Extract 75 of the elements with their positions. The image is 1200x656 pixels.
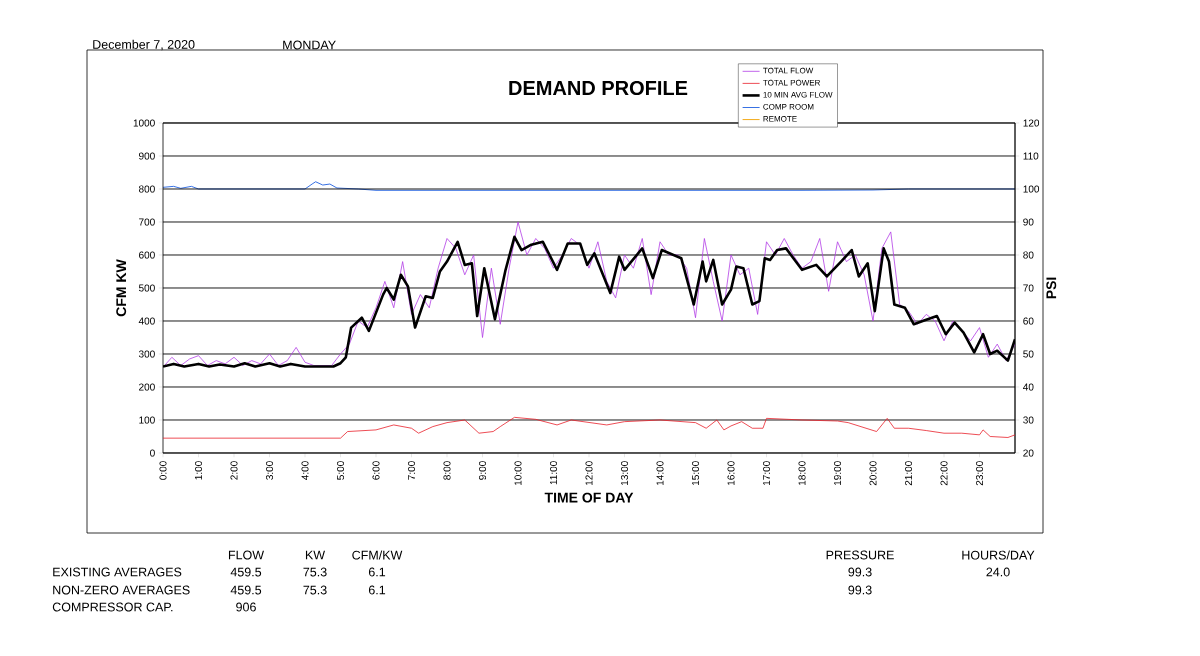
x-tick-label: 7:00 <box>407 461 416 480</box>
text: HOURS/DAY <box>962 550 1035 560</box>
y-tick-label: 600 <box>139 251 155 259</box>
y-tick-label: 400 <box>138 317 155 325</box>
text: 906 <box>236 602 256 612</box>
text: MONDAY <box>283 40 336 50</box>
x-tick-label: 1:00 <box>194 461 203 480</box>
y-axis-title: CFM KW <box>116 259 127 317</box>
x-tick-label: 19:00 <box>833 461 842 486</box>
text: 6.1 <box>368 585 386 595</box>
y2-tick-label: 50 <box>1023 350 1034 358</box>
x-tick-label: 11:00 <box>549 461 558 485</box>
x-tick-label: 16:00 <box>727 461 735 486</box>
chart-title: DEMAND PROFILE <box>509 80 688 96</box>
legend-label: REMOTE <box>763 116 797 122</box>
y2-tick-label: 90 <box>1023 218 1034 226</box>
x-tick-label: 22:00 <box>940 461 948 486</box>
x-tick-label: 5:00 <box>336 461 345 480</box>
x-tick-label: 9:00 <box>478 461 487 480</box>
y2-tick-label: 120 <box>1023 119 1040 127</box>
text: 75.3 <box>303 567 327 577</box>
y-tick-label: 200 <box>139 383 155 391</box>
text: 459.5 <box>230 567 262 577</box>
text: 24.0 <box>986 567 1010 577</box>
text: FLOW <box>228 550 265 560</box>
text: 99.3 <box>848 567 872 577</box>
text: 6.1 <box>368 567 386 577</box>
x-axis-title: TIME OF DAY <box>544 492 634 503</box>
y2-tick-label: 30 <box>1023 416 1034 424</box>
y-tick-label: 800 <box>138 185 155 193</box>
x-tick-label: 2:00 <box>230 461 238 480</box>
legend-label: TOTAL POWER <box>763 79 821 86</box>
y2-tick-label: 110 <box>1023 152 1039 160</box>
y-tick-label: 300 <box>138 350 155 358</box>
x-tick-label: 13:00 <box>620 461 629 486</box>
x-tick-label: 20:00 <box>869 461 877 486</box>
x-tick-label: 12:00 <box>585 461 593 486</box>
y2-tick-label: 80 <box>1023 251 1034 259</box>
x-tick-label: 0:00 <box>159 461 167 480</box>
y-tick-label: 1000 <box>133 119 155 127</box>
text: COMPRESSOR CAP. <box>52 602 173 612</box>
y2-tick-label: 100 <box>1023 185 1040 193</box>
text: 99.3 <box>848 585 872 595</box>
x-tick-label: 14:00 <box>656 461 664 486</box>
y-tick-label: 100 <box>139 416 155 424</box>
x-tick-label: 10:00 <box>514 461 522 486</box>
y-tick-label: 900 <box>139 152 155 160</box>
y2-tick-label: 40 <box>1023 383 1034 391</box>
y2-tick-label: 20 <box>1023 449 1034 457</box>
x-tick-label: 3:00 <box>265 461 274 480</box>
x-tick-label: 6:00 <box>372 461 380 480</box>
x-tick-label: 23:00 <box>975 461 984 486</box>
x-tick-label: 17:00 <box>762 461 771 486</box>
x-tick-label: 21:00 <box>904 461 913 486</box>
y-tick-label: 500 <box>138 284 155 292</box>
text: KW <box>305 550 326 560</box>
x-tick-label: 8:00 <box>443 461 451 480</box>
text: EXISTING AVERAGES <box>53 567 182 577</box>
x-tick-label: 15:00 <box>691 461 700 486</box>
x-tick-label: 18:00 <box>798 461 806 486</box>
y2-axis-title: PSI <box>1046 277 1057 299</box>
text: PRESSURE <box>826 550 894 560</box>
legend-label: 10 MIN AVG FLOW <box>763 91 833 98</box>
y-tick-label: 0 <box>150 449 155 457</box>
y2-tick-label: 70 <box>1023 284 1034 292</box>
x-tick-label: 4:00 <box>301 461 309 480</box>
text: 459.5 <box>230 585 262 595</box>
text: NON-ZERO AVERAGES <box>53 585 190 595</box>
text: December 7, 2020 <box>93 39 195 51</box>
text: CFM/KW <box>352 550 403 560</box>
text: 75.3 <box>303 585 327 595</box>
y2-tick-label: 60 <box>1023 317 1034 325</box>
y-tick-label: 700 <box>139 218 155 226</box>
legend-label: COMP ROOM <box>763 103 814 110</box>
legend-label: TOTAL FLOW <box>763 67 814 74</box>
